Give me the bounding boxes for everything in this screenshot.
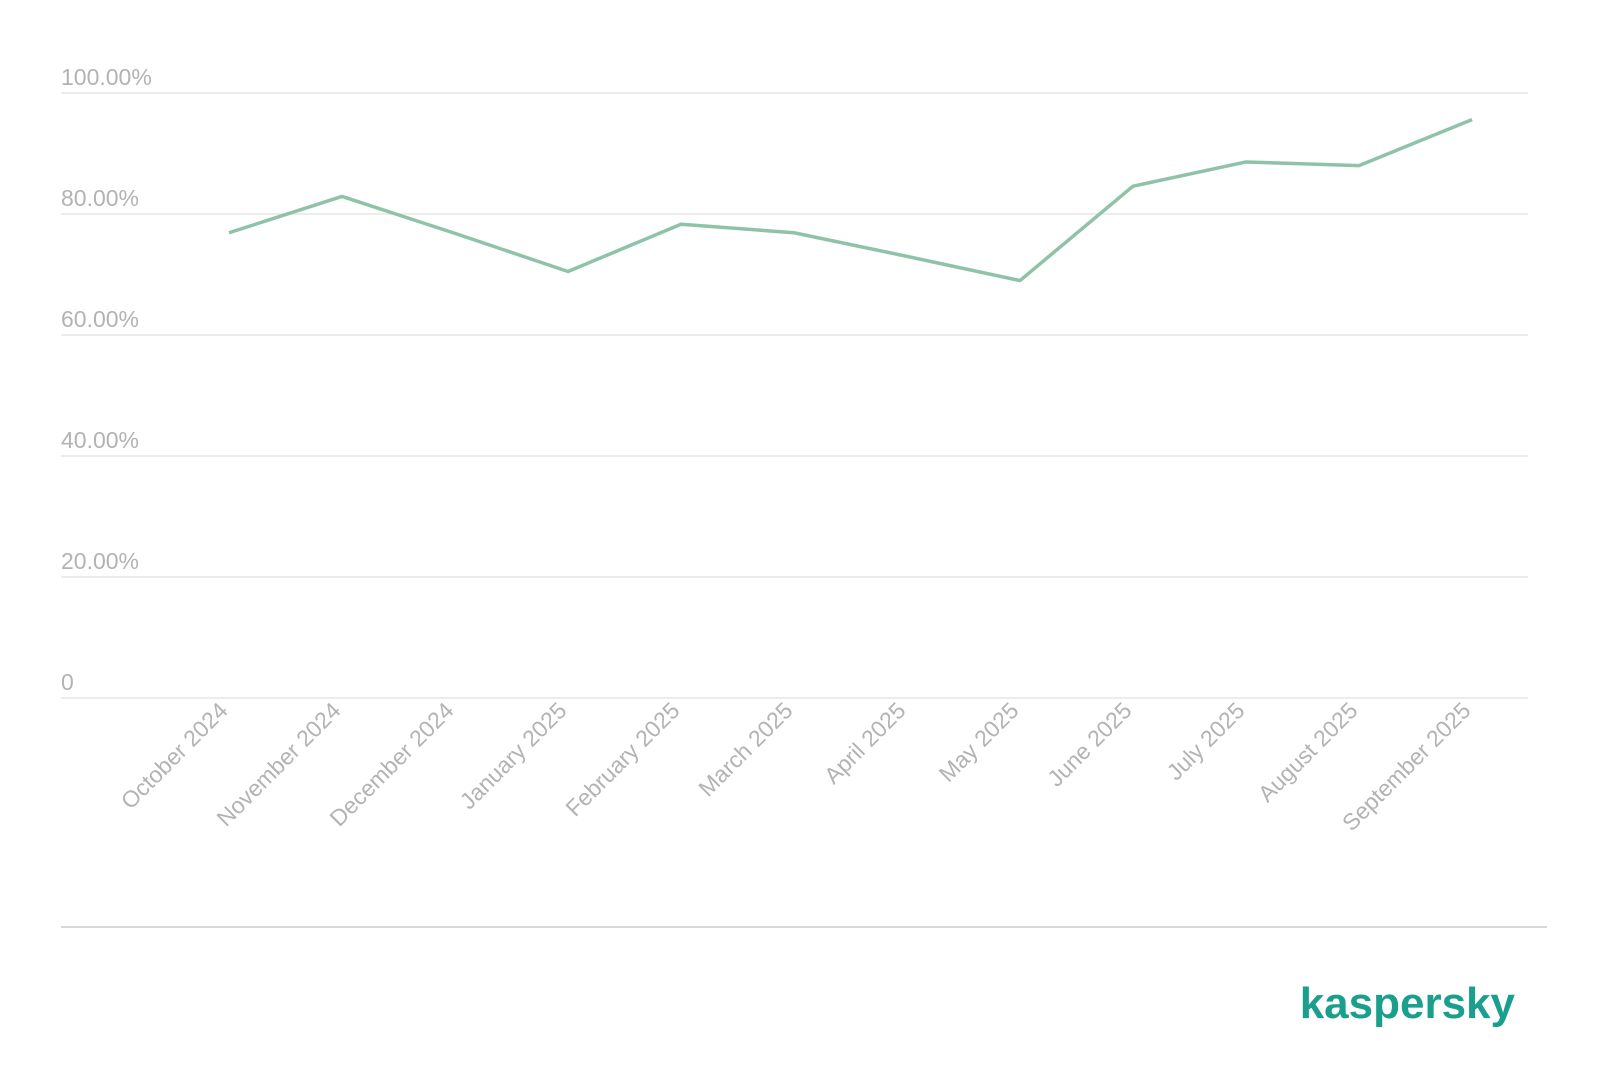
y-tick-label: 60.00% — [61, 306, 139, 332]
x-tick-label: August 2025 — [1253, 697, 1363, 807]
x-tick-label: April 2025 — [819, 697, 911, 789]
y-tick-label: 20.00% — [61, 548, 139, 574]
y-tick-label: 80.00% — [61, 185, 139, 211]
y-tick-label: 100.00% — [61, 64, 152, 90]
x-tick-label: October 2024 — [116, 697, 233, 814]
x-tick-label: January 2025 — [455, 697, 572, 814]
x-tick-label: March 2025 — [693, 697, 797, 801]
x-tick-label: July 2025 — [1162, 697, 1250, 785]
x-tick-label: June 2025 — [1042, 697, 1136, 791]
x-tick-label: February 2025 — [560, 697, 684, 821]
x-tick-label: December 2024 — [324, 697, 458, 831]
x-tick-label: May 2025 — [934, 697, 1024, 787]
y-tick-label: 40.00% — [61, 427, 139, 453]
y-tick-label: 0 — [61, 669, 74, 695]
brand-logo: kaspersky — [1300, 979, 1516, 1028]
data-line — [228, 117, 1473, 283]
